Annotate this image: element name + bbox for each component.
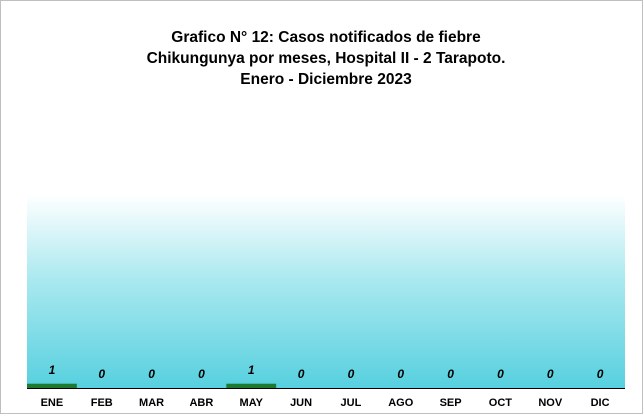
data-label: 0	[447, 367, 454, 381]
x-tick-label: SEP	[440, 397, 462, 409]
x-tick-label: FEB	[91, 397, 113, 409]
x-tick-label: AGO	[388, 397, 414, 409]
data-label: 0	[597, 367, 604, 381]
x-tick-label: JUN	[290, 397, 312, 409]
x-tick-label: DIC	[591, 397, 610, 409]
data-label: 0	[98, 367, 105, 381]
chart-title: Enero - Diciembre 2023	[240, 71, 412, 88]
data-label: 0	[198, 367, 205, 381]
data-label: 1	[248, 363, 255, 377]
x-tick-label: JUL	[341, 397, 362, 409]
plot-area	[27, 195, 625, 388]
bar	[27, 383, 77, 388]
data-label: 0	[348, 367, 355, 381]
bar	[226, 383, 277, 388]
x-tick-label: MAR	[139, 397, 164, 409]
data-label: 0	[547, 367, 554, 381]
data-label: 1	[49, 363, 56, 377]
x-tick-label: OCT	[489, 397, 513, 409]
x-tick-label: NOV	[538, 397, 563, 409]
data-label: 0	[397, 367, 404, 381]
chart-title: Chikungunya por meses, Hospital II - 2 T…	[147, 50, 506, 67]
data-label: 0	[298, 367, 305, 381]
x-tick-label: ABR	[189, 397, 213, 409]
x-tick-label: MAY	[240, 397, 264, 409]
data-label: 0	[148, 367, 155, 381]
chart-title: Grafico N° 12: Casos notificados de fieb…	[171, 29, 481, 46]
data-label: 0	[497, 367, 504, 381]
x-tick-label: ENE	[41, 397, 64, 409]
